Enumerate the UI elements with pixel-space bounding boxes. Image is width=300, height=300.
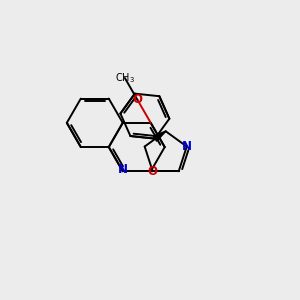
Text: O: O — [132, 93, 142, 106]
Text: CH$_3$: CH$_3$ — [115, 71, 135, 85]
Text: N: N — [182, 140, 192, 153]
Polygon shape — [153, 131, 166, 141]
Text: O: O — [148, 165, 158, 178]
Text: N: N — [118, 163, 128, 176]
